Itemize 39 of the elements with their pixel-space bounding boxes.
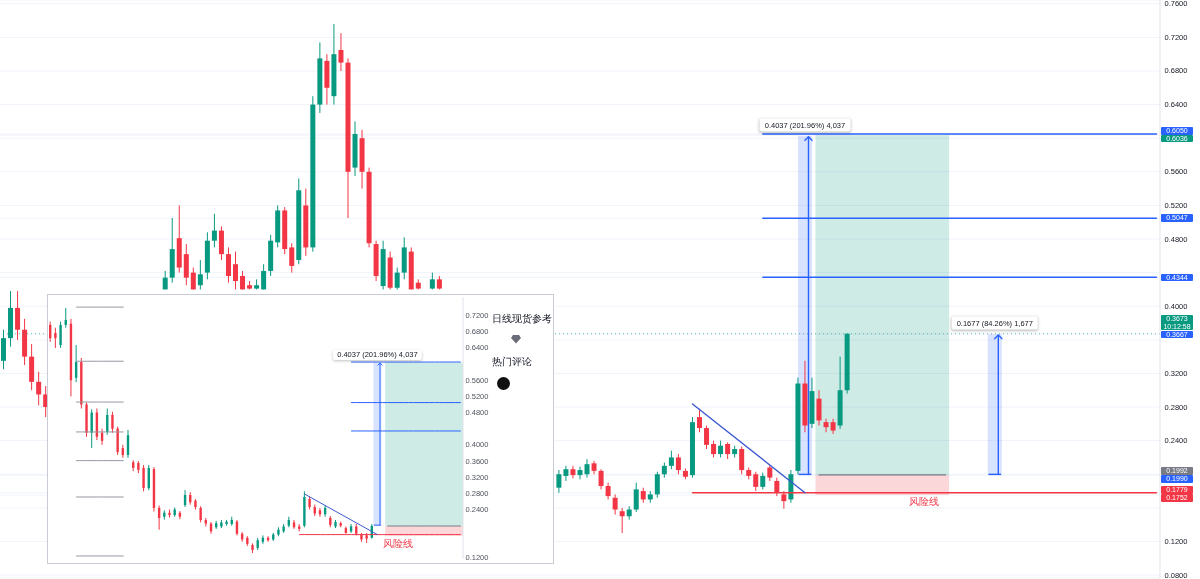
candlestick bbox=[619, 507, 625, 534]
candlestick bbox=[570, 465, 576, 479]
annotation: 热门评论 bbox=[492, 356, 532, 367]
candlestick bbox=[584, 458, 590, 479]
candlestick bbox=[823, 418, 829, 433]
candlestick bbox=[116, 426, 119, 456]
candlestick bbox=[289, 242, 295, 274]
candlestick bbox=[675, 453, 681, 475]
candlestick bbox=[218, 225, 224, 261]
candlestick bbox=[59, 321, 62, 349]
candlestick bbox=[704, 425, 710, 450]
candlestick bbox=[668, 450, 674, 470]
candlestick bbox=[142, 464, 145, 492]
candlestick bbox=[654, 471, 660, 499]
annotation: 日线现货参考 bbox=[492, 313, 552, 324]
candlestick bbox=[233, 251, 238, 290]
candlestick bbox=[197, 259, 203, 290]
candlestick bbox=[739, 446, 745, 475]
candlestick bbox=[338, 32, 344, 72]
candlestick bbox=[577, 466, 583, 480]
candlestick bbox=[36, 371, 42, 406]
candlestick bbox=[563, 465, 569, 482]
candlestick bbox=[612, 493, 618, 516]
series-label: 风险线 bbox=[909, 495, 940, 507]
candlestick bbox=[816, 389, 822, 427]
candlestick bbox=[54, 327, 57, 349]
candlestick bbox=[111, 411, 114, 434]
candlestick bbox=[394, 267, 400, 290]
candlestick bbox=[183, 243, 189, 286]
candlestick bbox=[556, 469, 562, 494]
candlestick bbox=[697, 408, 702, 433]
candlestick bbox=[211, 213, 217, 248]
series-label: 风险线 bbox=[383, 537, 414, 549]
candlestick bbox=[15, 290, 21, 341]
candlestick bbox=[1, 329, 6, 370]
candlestick bbox=[598, 468, 604, 490]
candlestick bbox=[633, 482, 639, 513]
candlestick bbox=[261, 263, 267, 290]
candlestick bbox=[225, 246, 231, 284]
